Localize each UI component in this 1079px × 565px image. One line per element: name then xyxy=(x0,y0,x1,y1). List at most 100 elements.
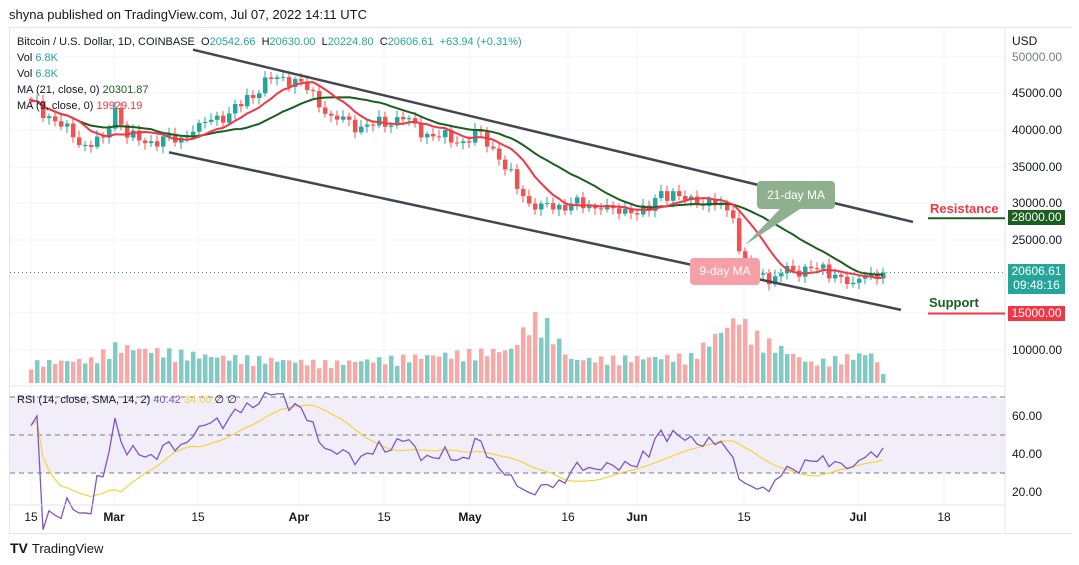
candle-body xyxy=(599,208,604,210)
vol-legend-1[interactable]: Vol 6.8K xyxy=(17,52,58,64)
candle-body xyxy=(227,113,232,123)
x-tick: Jun xyxy=(626,510,648,524)
x-tick: 15 xyxy=(191,510,205,524)
volume-bar xyxy=(551,344,556,383)
x-tick: Apr xyxy=(288,510,310,524)
volume-bar xyxy=(269,357,274,383)
volume-bar xyxy=(77,358,82,383)
candle-body xyxy=(215,115,220,120)
volume-bar xyxy=(803,361,808,383)
ma9-value: 19929.19 xyxy=(96,100,143,112)
candle-body xyxy=(551,203,556,210)
volume-bar xyxy=(641,359,646,383)
volume-bar xyxy=(527,335,532,383)
volume-bar xyxy=(83,363,88,383)
chart-frame xyxy=(9,27,1072,534)
ma9-legend[interactable]: MA (9, close, 0) 19929.19 xyxy=(17,100,142,112)
volume-bar xyxy=(695,358,700,383)
volume-bar xyxy=(425,355,430,383)
volume-bar xyxy=(863,355,868,383)
candle-body xyxy=(743,251,748,261)
rsi-tick: 40.00 xyxy=(1012,447,1043,461)
volume-bar xyxy=(605,364,610,383)
volume-bar xyxy=(275,361,280,383)
candle-body xyxy=(875,273,880,279)
x-tick: 15 xyxy=(377,510,391,524)
candle-body xyxy=(233,104,238,114)
candle-body xyxy=(125,124,130,138)
candle-body xyxy=(857,278,862,283)
brand-name: TradingView xyxy=(31,540,104,556)
volume-bar xyxy=(677,353,682,383)
volume-bar xyxy=(503,350,508,383)
candle-body xyxy=(119,108,124,125)
candle-body xyxy=(347,116,352,120)
candle-body xyxy=(257,93,262,99)
candle-body xyxy=(245,95,250,107)
candle-body xyxy=(263,77,268,94)
volume-bar xyxy=(137,348,142,383)
candle-body xyxy=(677,191,682,197)
candle-body xyxy=(407,118,412,120)
currency-label: USD xyxy=(1012,34,1038,48)
candle-body xyxy=(335,115,340,120)
volume-bar xyxy=(473,360,478,383)
candle-body xyxy=(821,264,826,269)
volume-bar xyxy=(767,338,772,383)
candle-body xyxy=(593,206,598,209)
candle-body xyxy=(527,196,532,204)
candle-body xyxy=(449,129,454,143)
volume-bar xyxy=(797,357,802,383)
candle-body xyxy=(353,119,358,133)
volume-bar xyxy=(215,357,220,383)
candle-body xyxy=(359,126,364,133)
candle-body xyxy=(149,141,154,144)
volume-bar xyxy=(599,356,604,383)
resistance-price-tag: 28000.00 xyxy=(1008,210,1065,225)
candle-body xyxy=(113,108,118,129)
candle-body xyxy=(467,141,472,143)
volume-bar xyxy=(587,357,592,383)
candle-body xyxy=(269,77,274,79)
candle-body xyxy=(317,91,322,108)
volume-bar xyxy=(737,324,742,383)
tradingview-logo[interactable]: TV TradingView xyxy=(10,540,103,556)
candle-body xyxy=(557,204,562,210)
rsi-legend[interactable]: RSI (14, close, SMA, 14, 2) 40.42 34.00 … xyxy=(17,393,237,406)
candle-body xyxy=(443,129,448,138)
candle-body xyxy=(131,130,136,138)
volume-bar xyxy=(845,354,850,383)
volume-bar xyxy=(479,348,484,383)
volume-bar xyxy=(407,362,412,383)
ma9-line xyxy=(30,81,884,280)
volume-bar xyxy=(371,362,376,383)
volume-bar xyxy=(431,355,436,383)
volume-bar xyxy=(377,357,382,383)
volume-bar xyxy=(869,353,874,383)
volume-bar xyxy=(341,364,346,383)
volume-bar xyxy=(719,332,724,383)
support-label: Support xyxy=(929,295,979,310)
volume-bar xyxy=(629,362,634,383)
candle-body xyxy=(77,137,82,145)
ma21-callout[interactable]: 21-day MA xyxy=(757,181,835,209)
volume-bar xyxy=(545,317,550,383)
volume-bar xyxy=(491,348,496,383)
candle-body xyxy=(221,115,226,123)
rsi-line xyxy=(30,391,884,530)
resistance-label: Resistance xyxy=(930,201,999,216)
volume-bar xyxy=(749,344,754,383)
ma21-value: 20301.87 xyxy=(102,84,149,96)
ma9-callout[interactable]: 9-day MA xyxy=(690,258,760,285)
x-tick: Jul xyxy=(849,510,867,524)
volume-bar xyxy=(575,359,580,383)
candle-body xyxy=(53,116,58,122)
volume-bar xyxy=(455,350,460,383)
volume-bar xyxy=(347,360,352,383)
candle-body xyxy=(713,198,718,206)
ma21-legend[interactable]: MA (21, close, 0) 20301.87 xyxy=(17,84,149,96)
vol-legend-2[interactable]: Vol 6.8K xyxy=(17,68,58,80)
candle-body xyxy=(491,146,496,149)
publisher-line: shyna published on TradingView.com, Jul … xyxy=(9,7,367,22)
